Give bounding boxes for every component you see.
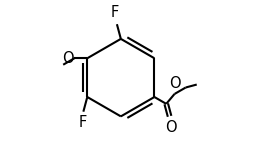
Text: O: O <box>62 51 74 66</box>
Text: O: O <box>165 120 177 135</box>
Text: F: F <box>110 5 119 20</box>
Text: O: O <box>169 76 181 91</box>
Text: F: F <box>78 115 87 131</box>
